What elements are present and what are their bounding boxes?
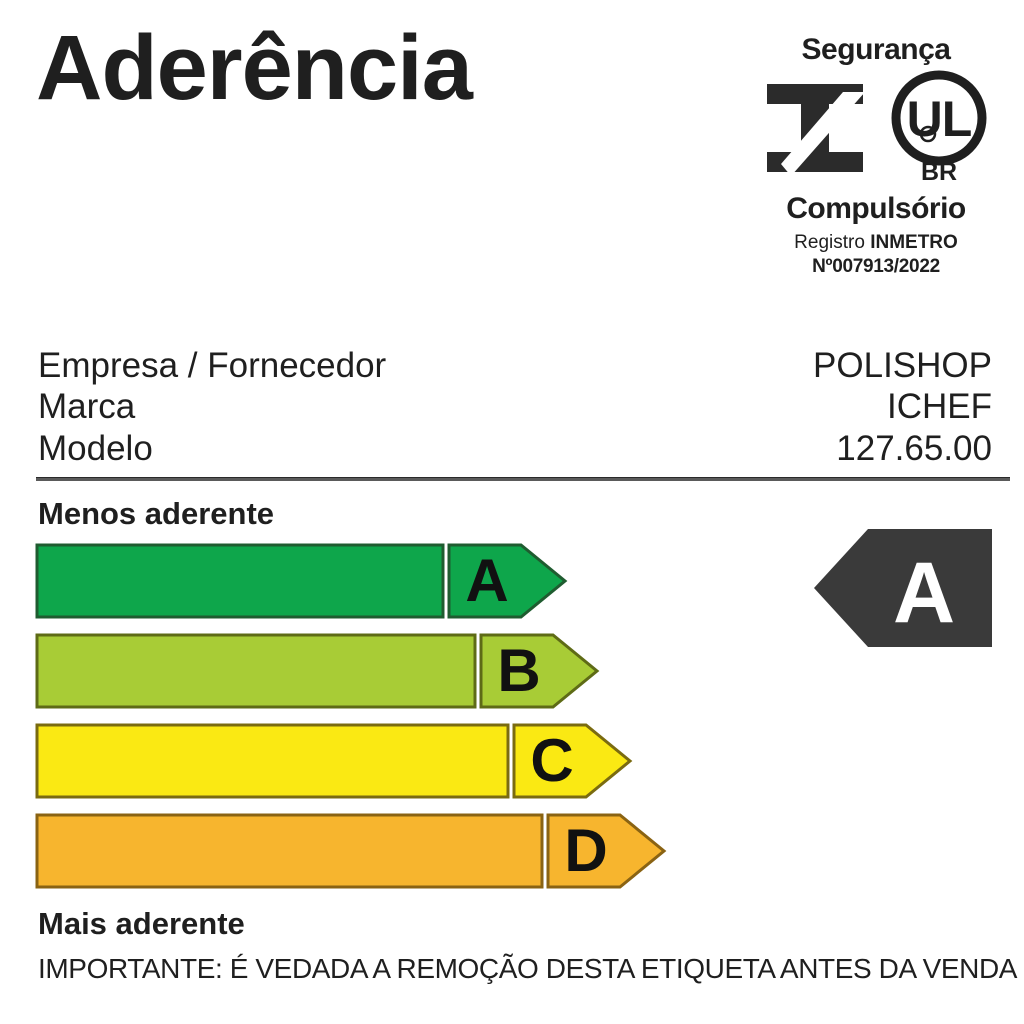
grade-arrow-d (546, 813, 667, 889)
info-value-model: 127.65.00 (836, 428, 992, 468)
inmetro-registry: Registro INMETRO Nº007913/2022 (756, 231, 996, 279)
grade-letter-d: D (564, 817, 607, 884)
grade-letter-b: B (497, 637, 540, 704)
registry-number: Nº007913/2022 (812, 255, 940, 277)
result-badge: A (812, 527, 994, 649)
removal-notice: IMPORTANTE: É VEDADA A REMOÇÃO DESTA ETI… (38, 953, 1018, 984)
registry-inmetro-word: INMETRO (870, 231, 958, 253)
certification-marks: UL BR (756, 70, 996, 191)
grade-bar-body-a (35, 543, 445, 619)
compulsorio-label: Compulsório (786, 192, 966, 226)
section-divider (36, 477, 1010, 481)
result-arrow-shape (814, 529, 992, 647)
result-grade-letter: A (893, 545, 955, 641)
info-label-model: Modelo (38, 428, 153, 468)
svg-text:BR: BR (921, 158, 957, 186)
grade-bar-body-c (35, 723, 510, 799)
info-label-supplier: Empresa / Fornecedor (38, 346, 387, 385)
scale-caption-bottom: Mais aderente (38, 906, 245, 941)
grade-arrow-a (447, 543, 568, 619)
registry-prefix: Registro (794, 231, 871, 253)
seguranca-label: Segurança (801, 33, 951, 66)
product-info: Empresa / Fornecedor POLISHOP Marca ICHE… (38, 345, 992, 469)
info-label-brand: Marca (38, 387, 136, 427)
info-row-model: Modelo 127.65.00 (38, 428, 992, 469)
grade-bar-body-d (35, 813, 544, 889)
info-row-brand: Marca ICHEF (38, 386, 992, 427)
info-row-supplier: Empresa / Fornecedor POLISHOP (38, 345, 992, 386)
info-value-supplier: POLISHOP (813, 346, 992, 385)
grade-letter-a: A (465, 547, 508, 614)
inmetro-i-icon (765, 82, 865, 179)
page-title: Aderência (36, 17, 473, 119)
info-value-brand: ICHEF (887, 387, 992, 427)
grade-letter-c: C (530, 727, 573, 794)
grade-arrow-b (479, 633, 600, 709)
grade-bar-body-b (35, 633, 477, 709)
svg-text:UL: UL (907, 91, 972, 147)
scale-caption-top: Menos aderente (38, 496, 275, 531)
ul-icon: UL BR (891, 70, 987, 191)
certification-block: Segurança (756, 33, 996, 279)
grade-arrow-c (512, 723, 633, 799)
registry-line-1: Registro INMETRO (756, 231, 996, 255)
